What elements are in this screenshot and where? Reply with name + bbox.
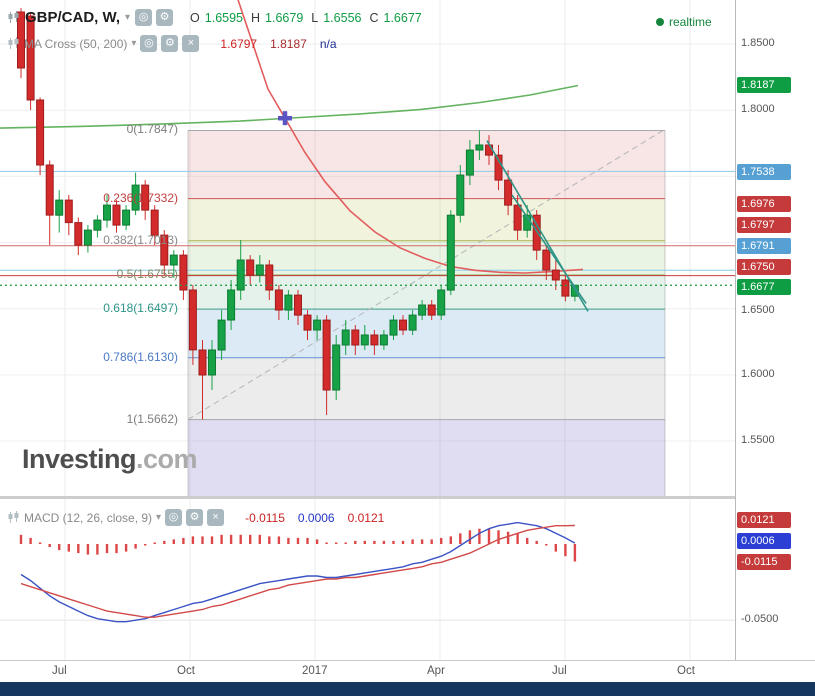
indicator-value: 0.0121 [347,510,385,525]
price-badge: 1.7538 [737,164,791,180]
bottom-bar [0,682,815,696]
ma-cross-values: 1.6797 1.8187 n/a [207,37,336,51]
indicator-icon [7,37,20,50]
panel-divider[interactable] [0,496,815,499]
axis-label: 1.6500 [741,304,775,316]
price-badge: 1.6750 [737,259,791,275]
price-badge: 1.6976 [737,196,791,212]
ohlc-label: H [251,10,261,25]
time-axis-label: Oct [177,665,195,677]
ma-cross-label[interactable]: MA Cross (50, 200) [24,36,128,51]
axis-label: 1.8500 [741,37,775,49]
settings-button[interactable]: ⚙ [161,35,179,52]
macd-label[interactable]: MACD (12, 26, close, 9) [24,510,153,525]
price-badge: 1.8187 [737,77,791,93]
indicator-value: -0.0115 [245,510,285,525]
macd-chart-canvas[interactable] [0,499,735,660]
chevron-down-icon[interactable]: ▾ [156,512,162,523]
price-badge: 1.6797 [737,217,791,233]
ohlc-value: 1.6556 [323,10,362,25]
symbol-toolbar: ◎ ⚙ [135,9,177,26]
time-axis-label: Apr [427,665,445,677]
price-badge: -0.0115 [737,554,791,570]
price-badge: 0.0006 [737,533,791,549]
indicator-value: 0.0006 [297,510,335,525]
time-axis-label: 2017 [302,665,328,677]
watermark-suffix: .com [136,444,198,474]
macd-values: -0.0115 0.0006 0.0121 [232,511,384,525]
watermark: Investing.com [22,444,198,475]
price-badge: 0.0121 [737,512,791,528]
price-badge: 1.6791 [737,238,791,254]
axis-label: -0.0500 [741,613,779,625]
chevron-down-icon[interactable]: ▾ [125,12,131,23]
instrument-header: GBP/CAD, W, ▾ ◎ ⚙ O 1.6595 H 1.6679 L 1.6556 C 1… [7,9,425,26]
realtime-dot-icon [656,18,664,26]
time-axis-label: Jul [52,665,67,677]
indicator-value: 1.6797 [220,36,258,51]
axis-label: 1.8000 [741,103,775,115]
target-button[interactable]: ◎ [165,509,183,526]
target-button[interactable]: ◎ [140,35,158,52]
realtime-label: realtime [669,15,712,29]
macd-header: MACD (12, 26, close, 9) ▾ ◎ ⚙ × -0.0115 0.0… [7,509,384,526]
symbol-title[interactable]: GBP/CAD, W, [25,9,121,26]
target-button[interactable]: ◎ [135,9,153,26]
ohlc-value: 1.6679 [265,10,304,25]
axis-label: 1.6000 [741,368,775,380]
macd-toolbar: ◎ ⚙ × [165,509,228,526]
ohlc-label: L [311,10,319,25]
realtime-status: realtime [656,15,712,29]
indicator-value: n/a [319,36,337,51]
ohlc-value: 1.6595 [204,10,244,25]
ohlc-label: C [369,10,379,25]
axis-label: 1.5500 [741,434,775,446]
settings-button[interactable]: ⚙ [186,509,204,526]
indicator-icon [7,511,20,524]
ohlc-value: 1.6677 [383,10,422,25]
ma-cross-toolbar: ◎ ⚙ × [140,35,203,52]
candlestick-chart-icon [7,11,20,24]
time-axis-label: Jul [552,665,567,677]
price-axis[interactable]: 1.8500 1.8187 1.8000 1.7538 1.6976 1.6797 1.67… [735,0,815,660]
watermark-brand: Investing [22,444,137,474]
chevron-down-icon[interactable]: ▾ [131,38,137,49]
ohlc-label: O [190,10,200,25]
price-chart-canvas[interactable] [0,0,735,497]
close-button[interactable]: × [207,509,225,526]
time-axis[interactable]: Jul Oct 2017 Apr Jul Oct [0,660,815,683]
ohlc-readout: O 1.6595 H 1.6679 L 1.6556 C 1.6677 [190,11,425,25]
time-axis-label: Oct [677,665,695,677]
ma-cross-header: MA Cross (50, 200) ▾ ◎ ⚙ × 1.6797 1.8187 n/a [7,35,337,52]
price-badge: 1.6677 [737,279,791,295]
close-button[interactable]: × [182,35,200,52]
settings-button[interactable]: ⚙ [156,9,174,26]
indicator-value: 1.8187 [270,36,307,51]
